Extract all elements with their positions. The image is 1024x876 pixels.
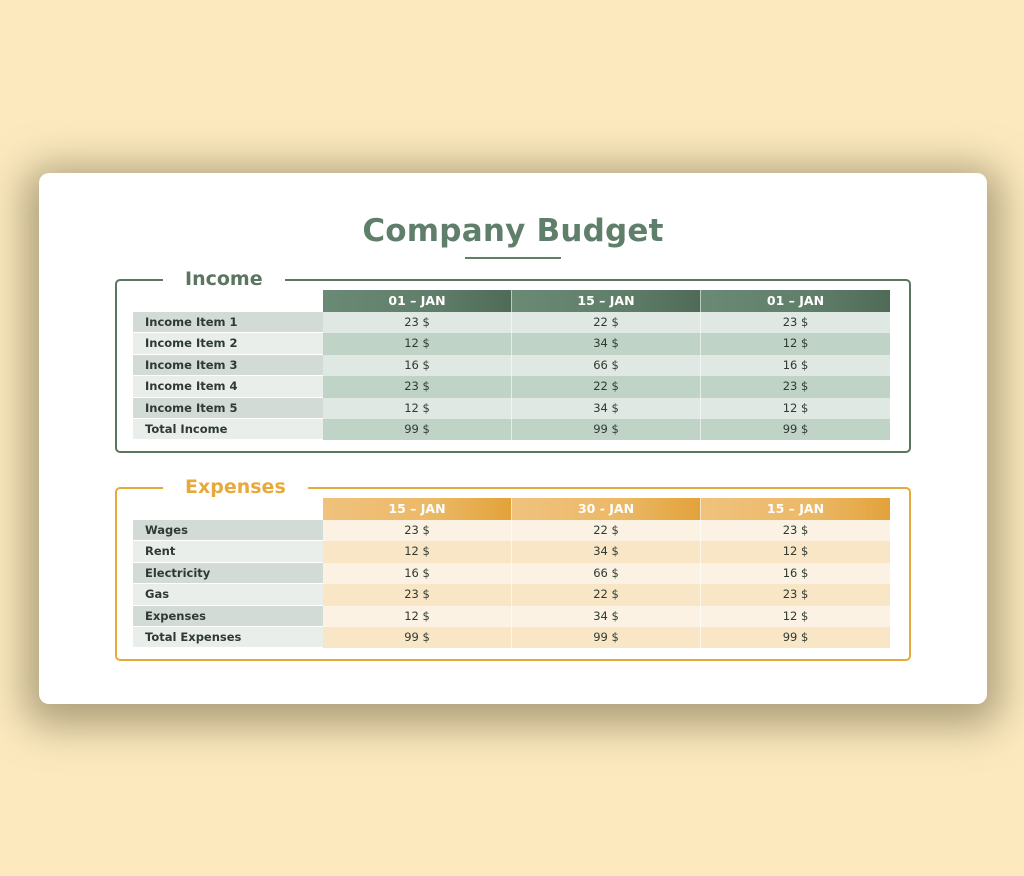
table-row: Income Item 1 23 $ 22 $ 23 $ <box>133 312 891 334</box>
table-row: Electricity 16 $ 66 $ 16 $ <box>133 562 891 585</box>
table-row: Income Item 3 16 $ 66 $ 16 $ <box>133 354 891 377</box>
row-label: Income Item 3 <box>133 354 323 377</box>
income-section-label: Income <box>163 268 285 290</box>
cell-value: 34 $ <box>512 541 701 563</box>
cell-value: 23 $ <box>323 520 512 542</box>
cell-value: 22 $ <box>512 584 701 606</box>
expenses-header-row: 15 – JAN 30 - JAN 15 – JAN <box>323 498 891 520</box>
row-label: Total Income <box>133 418 323 441</box>
expenses-column-header: 30 - JAN <box>512 498 701 520</box>
cell-value: 16 $ <box>701 354 890 377</box>
page-title: Company Budget <box>362 213 664 249</box>
row-label: Income Item 1 <box>133 312 323 334</box>
cell-value: 16 $ <box>701 562 890 585</box>
income-column-header: 15 – JAN <box>512 290 701 312</box>
table-row: Income Item 2 12 $ 34 $ 12 $ <box>133 333 891 355</box>
income-column-header: 01 – JAN <box>701 290 890 312</box>
cell-value: 99 $ <box>323 626 512 649</box>
cell-value: 99 $ <box>512 626 701 649</box>
cell-value: 12 $ <box>701 541 890 563</box>
cell-value: 99 $ <box>323 418 512 441</box>
expenses-column-header: 15 – JAN <box>701 498 890 520</box>
expenses-column-header: 15 – JAN <box>323 498 512 520</box>
row-label: Income Item 2 <box>133 333 323 355</box>
cell-value: 23 $ <box>701 312 890 334</box>
expenses-table: 15 – JAN 30 - JAN 15 – JAN Wages 23 $ 22… <box>133 498 891 649</box>
cell-value: 22 $ <box>512 312 701 334</box>
cell-value: 34 $ <box>512 333 701 355</box>
cell-value: 16 $ <box>323 562 512 585</box>
table-row: Gas 23 $ 22 $ 23 $ <box>133 584 891 606</box>
cell-value: 99 $ <box>701 626 890 649</box>
expenses-section: Expenses 15 – JAN 30 - JAN 15 – JAN Wage… <box>115 476 911 661</box>
cell-value: 12 $ <box>701 605 890 627</box>
cell-value: 23 $ <box>323 376 512 398</box>
total-row: Total Income 99 $ 99 $ 99 $ <box>133 418 891 441</box>
cell-value: 99 $ <box>701 418 890 441</box>
table-row: Rent 12 $ 34 $ 12 $ <box>133 541 891 563</box>
income-section: Income 01 – JAN 15 – JAN 01 – JAN Income… <box>115 268 911 453</box>
row-label: Electricity <box>133 562 323 585</box>
income-header-row: 01 – JAN 15 – JAN 01 – JAN <box>323 290 891 312</box>
cell-value: 12 $ <box>323 605 512 627</box>
table-row: Expenses 12 $ 34 $ 12 $ <box>133 605 891 627</box>
cell-value: 12 $ <box>701 333 890 355</box>
row-label: Total Expenses <box>133 626 323 649</box>
cell-value: 12 $ <box>323 397 512 419</box>
cell-value: 12 $ <box>323 541 512 563</box>
income-table: 01 – JAN 15 – JAN 01 – JAN Income Item 1… <box>133 290 891 441</box>
table-row: Income Item 5 12 $ 34 $ 12 $ <box>133 397 891 419</box>
cell-value: 16 $ <box>323 354 512 377</box>
row-label: Rent <box>133 541 323 563</box>
table-row: Income Item 4 23 $ 22 $ 23 $ <box>133 376 891 398</box>
expenses-section-label: Expenses <box>163 476 308 498</box>
cell-value: 66 $ <box>512 562 701 585</box>
row-label: Expenses <box>133 605 323 627</box>
row-label: Income Item 4 <box>133 376 323 398</box>
cell-value: 66 $ <box>512 354 701 377</box>
total-row: Total Expenses 99 $ 99 $ 99 $ <box>133 626 891 649</box>
cell-value: 23 $ <box>701 520 890 542</box>
row-label: Gas <box>133 584 323 606</box>
cell-value: 23 $ <box>323 312 512 334</box>
table-row: Wages 23 $ 22 $ 23 $ <box>133 520 891 542</box>
budget-card: Company Budget Income 01 – JAN 15 – JAN … <box>39 173 987 704</box>
cell-value: 12 $ <box>323 333 512 355</box>
cell-value: 34 $ <box>512 397 701 419</box>
cell-value: 22 $ <box>512 376 701 398</box>
cell-value: 34 $ <box>512 605 701 627</box>
cell-value: 23 $ <box>701 376 890 398</box>
cell-value: 23 $ <box>323 584 512 606</box>
cell-value: 22 $ <box>512 520 701 542</box>
row-label: Income Item 5 <box>133 397 323 419</box>
title-underline <box>465 257 561 259</box>
row-label: Wages <box>133 520 323 542</box>
cell-value: 99 $ <box>512 418 701 441</box>
income-column-header: 01 – JAN <box>323 290 512 312</box>
cell-value: 23 $ <box>701 584 890 606</box>
cell-value: 12 $ <box>701 397 890 419</box>
